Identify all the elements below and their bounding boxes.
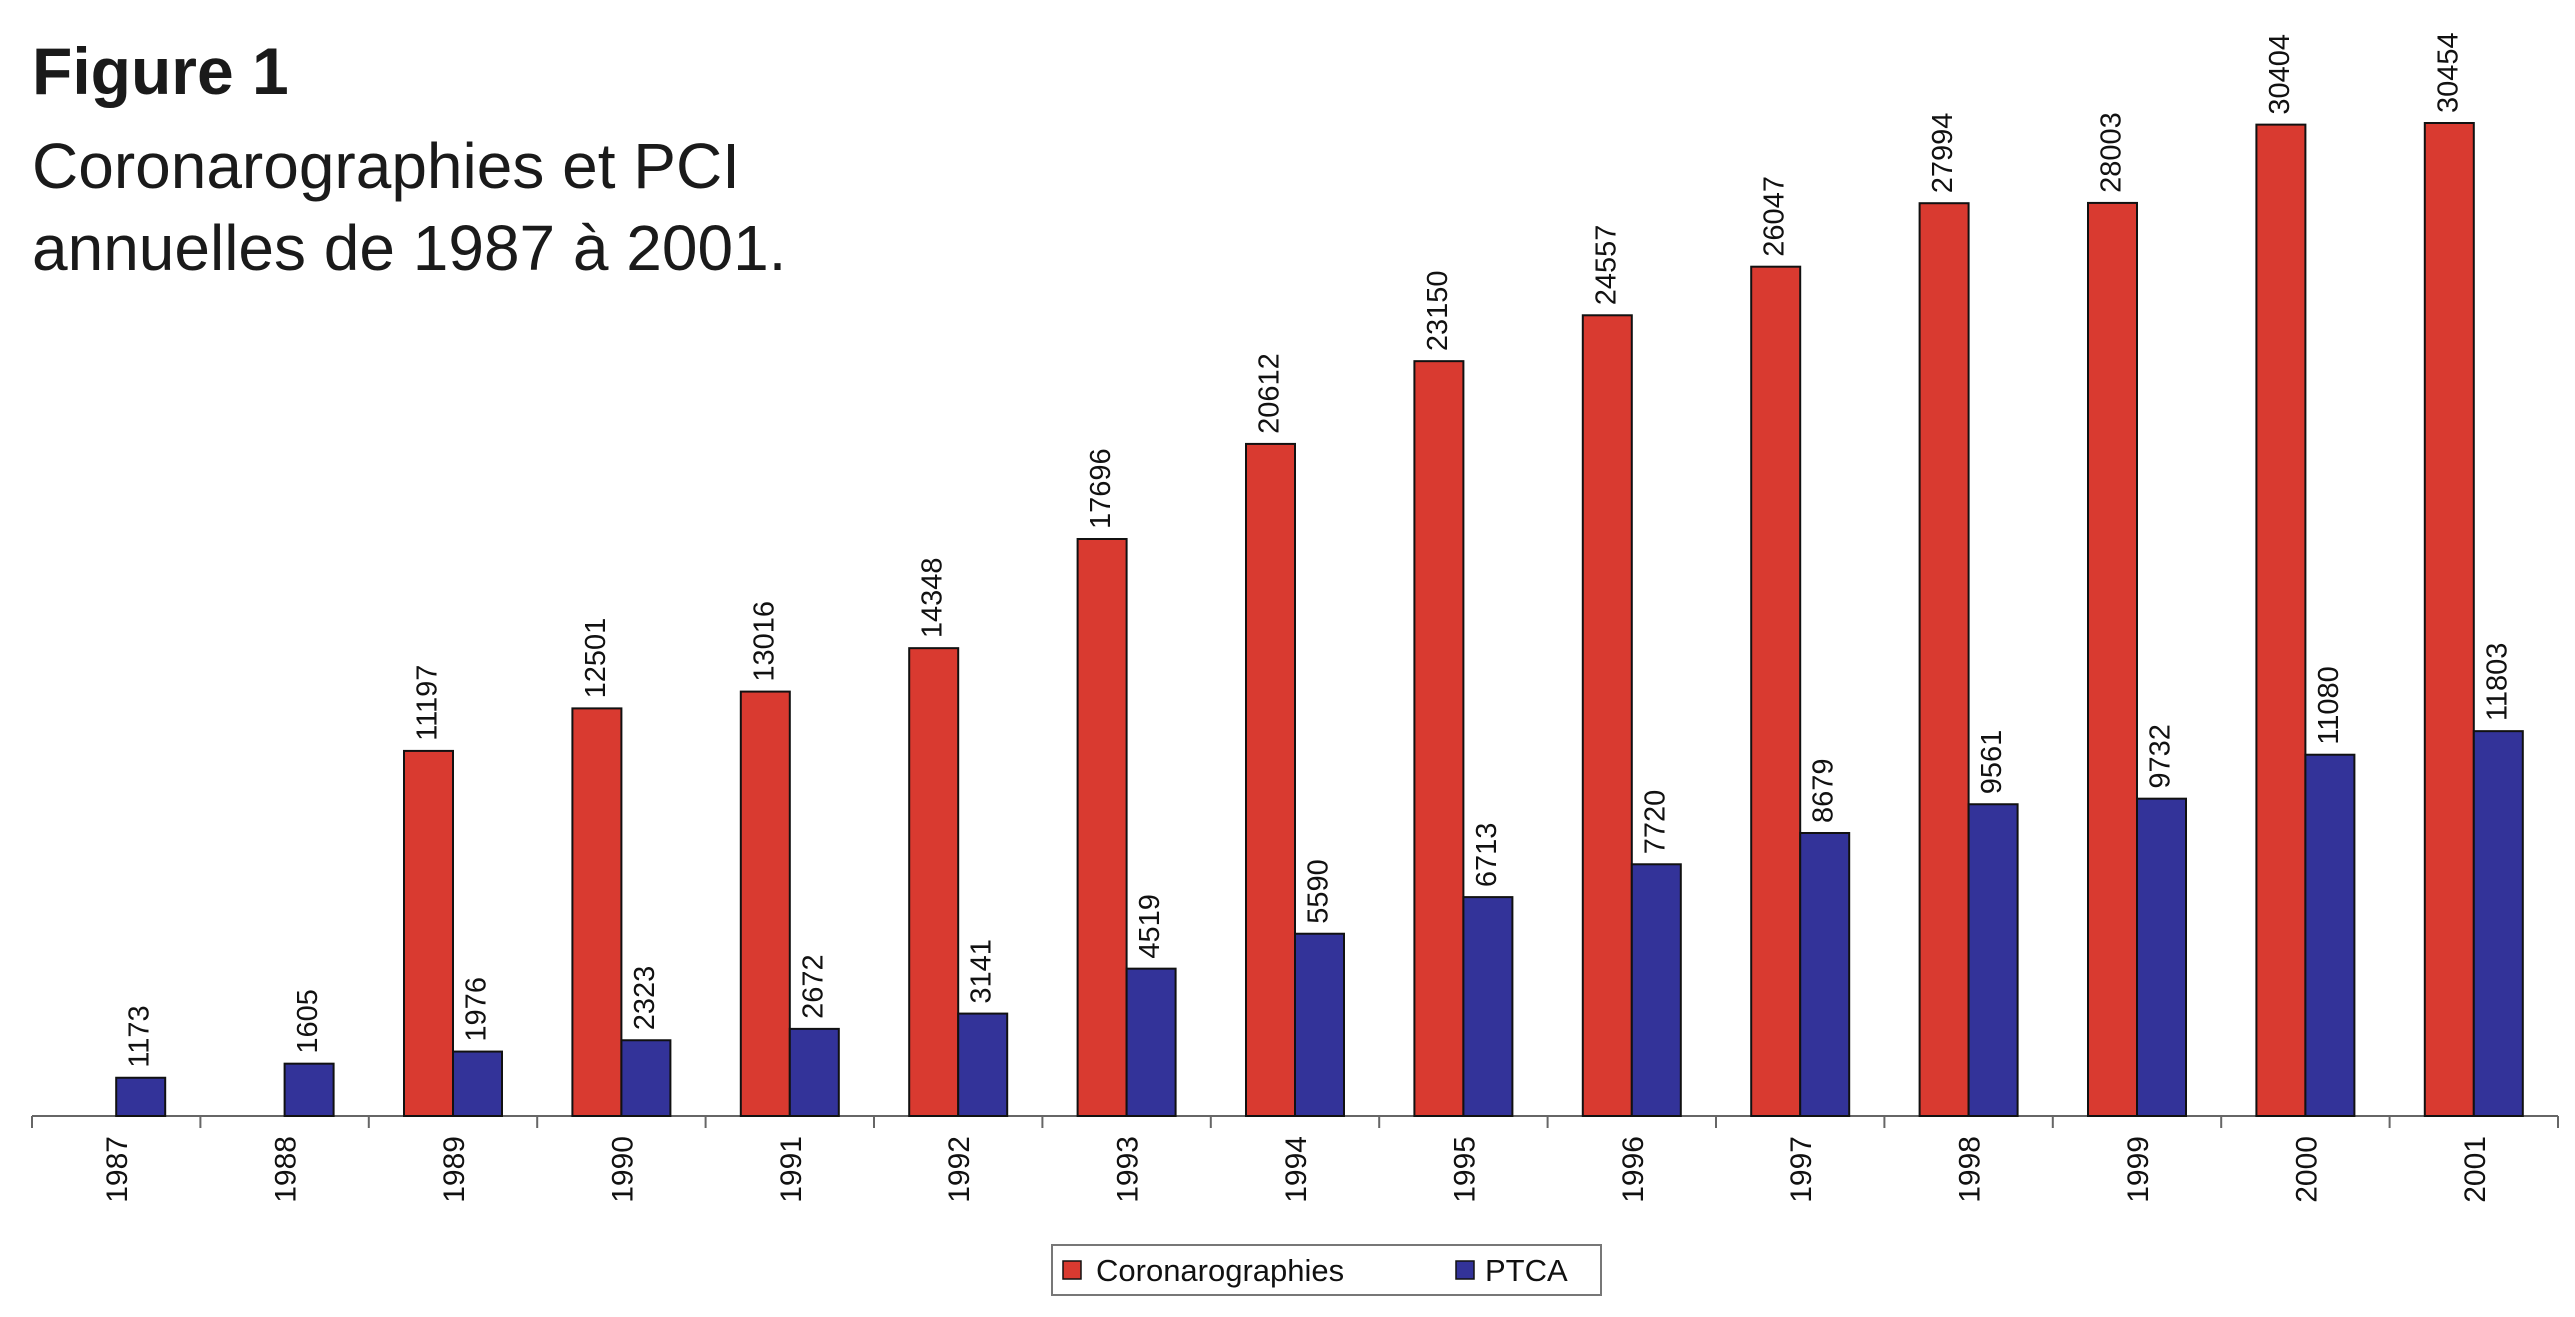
data-label-coronarographies-1996: 24557 bbox=[1590, 225, 1622, 306]
bar-ptca-1993 bbox=[1125, 967, 1177, 1118]
bar-coronarographies-1990 bbox=[571, 707, 623, 1117]
bar-coronarographies-1992 bbox=[908, 647, 960, 1117]
data-label-coronarographies-1999: 28003 bbox=[2096, 112, 2128, 193]
bar-ptca-1987 bbox=[115, 1076, 167, 1118]
data-label-ptca-1988: 1605 bbox=[292, 989, 324, 1054]
data-label-coronarographies-1994: 20612 bbox=[1254, 353, 1286, 434]
axis-layer bbox=[31, 1115, 2559, 1128]
data-label-ptca-1996: 7720 bbox=[1639, 790, 1671, 855]
data-label-ptca-1989: 1976 bbox=[461, 977, 493, 1042]
bar-ptca-1994 bbox=[1294, 932, 1345, 1118]
data-label-ptca-1999: 9732 bbox=[2145, 724, 2177, 789]
data-label-coronarographies-1989: 11197 bbox=[412, 665, 444, 741]
data-label-ptca-1991: 2672 bbox=[797, 954, 829, 1019]
data-label-ptca-2000: 11080 bbox=[2313, 666, 2345, 745]
x-tick-label-1990: 1990 bbox=[606, 1136, 639, 1203]
figure-label: Figure 1 bbox=[32, 34, 289, 108]
bar-ptca-2001 bbox=[2472, 730, 2524, 1117]
legend-swatch-coronarographies bbox=[1062, 1260, 1082, 1280]
x-tick-label-1994: 1994 bbox=[1280, 1136, 1313, 1203]
bar-ptca-1988 bbox=[283, 1062, 335, 1118]
legend-label-ptca: PTCA bbox=[1485, 1253, 1568, 1288]
data-label-coronarographies-1990: 12501 bbox=[580, 618, 612, 699]
x-tick-label-1999: 1999 bbox=[2122, 1136, 2155, 1203]
x-tick-label-1996: 1996 bbox=[1617, 1136, 1650, 1203]
bar-coronarographies-1995 bbox=[1413, 360, 1465, 1117]
data-label-coronarographies-2000: 30404 bbox=[2264, 34, 2296, 115]
data-label-coronarographies-1997: 26047 bbox=[1759, 176, 1791, 257]
bar-coronarographies-1989 bbox=[403, 749, 454, 1117]
data-label-ptca-1994: 5590 bbox=[1303, 859, 1335, 924]
x-tick-label-1998: 1998 bbox=[1954, 1136, 1987, 1203]
x-tick-label-1989: 1989 bbox=[438, 1136, 471, 1203]
data-label-ptca-1995: 6713 bbox=[1471, 823, 1503, 888]
data-label-ptca-1992: 3141 bbox=[966, 939, 998, 1004]
x-tick-label-1995: 1995 bbox=[1448, 1136, 1481, 1203]
x-tick-label-1987: 1987 bbox=[101, 1136, 134, 1203]
bar-ptca-1999 bbox=[2136, 797, 2187, 1118]
data-label-coronarographies-1998: 27994 bbox=[1927, 113, 1959, 194]
bar-coronarographies-1993 bbox=[1076, 537, 1128, 1117]
data-label-ptca-1993: 4519 bbox=[1134, 894, 1166, 959]
data-label-coronarographies-1992: 14348 bbox=[917, 558, 949, 639]
data-label-ptca-1998: 9561 bbox=[1976, 730, 2008, 795]
bar-ptca-1990 bbox=[620, 1039, 672, 1118]
legend-box bbox=[1051, 1244, 1602, 1296]
tick-labels-layer: 1987 1988 1989 1990 1991 1992 1993 1994 1995 1996… bbox=[101, 1136, 2492, 1203]
bar-ptca-2000 bbox=[2304, 753, 2356, 1117]
x-tick-label-1992: 1992 bbox=[943, 1136, 976, 1203]
bar-ptca-1998 bbox=[1967, 803, 2019, 1117]
bar-coronarographies-1994 bbox=[1245, 442, 1296, 1117]
bar-coronarographies-1998 bbox=[1918, 202, 1970, 1118]
bar-ptca-1989 bbox=[452, 1050, 503, 1118]
bar-ptca-1992 bbox=[957, 1012, 1009, 1118]
data-labels-layer: 1173 1605 11197 1976 12501 2323 13016 2672 14348… bbox=[124, 32, 2514, 1067]
data-label-ptca-1987: 1173 bbox=[124, 1005, 156, 1067]
bar-coronarographies-1999 bbox=[2087, 201, 2138, 1118]
data-label-ptca-1990: 2323 bbox=[629, 966, 661, 1031]
x-tick-label-2001: 2001 bbox=[2459, 1136, 2492, 1203]
bar-ptca-1997 bbox=[1799, 832, 1851, 1117]
x-tick-label-2000: 2000 bbox=[2290, 1136, 2323, 1203]
data-label-ptca-1997: 8679 bbox=[1808, 758, 1840, 823]
data-label-coronarographies-2001: 30454 bbox=[2432, 32, 2464, 113]
legend: Coronarographies PTCA bbox=[1051, 1244, 1602, 1296]
data-label-coronarographies-1995: 23150 bbox=[1422, 271, 1454, 352]
bar-coronarographies-1996 bbox=[1581, 314, 1633, 1118]
x-tick-label-1997: 1997 bbox=[1785, 1136, 1818, 1203]
x-tick-label-1993: 1993 bbox=[1112, 1136, 1145, 1203]
legend-label-coronarographies: Coronarographies bbox=[1096, 1253, 1344, 1288]
figure-caption: Coronarographies et PCI annuelles de 198… bbox=[32, 130, 787, 284]
bar-coronarographies-2000 bbox=[2255, 123, 2307, 1118]
bars-layer bbox=[115, 122, 2524, 1118]
legend-swatch-ptca bbox=[1455, 1260, 1475, 1280]
bar-ptca-1996 bbox=[1630, 863, 1682, 1117]
bar-ptca-1991 bbox=[788, 1027, 840, 1117]
data-label-coronarographies-1991: 13016 bbox=[748, 601, 780, 682]
data-label-coronarographies-1993: 17696 bbox=[1085, 448, 1117, 529]
bar-coronarographies-1997 bbox=[1750, 265, 1802, 1117]
bar-coronarographies-1991 bbox=[739, 690, 791, 1117]
bar-coronarographies-2001 bbox=[2423, 122, 2475, 1117]
x-tick-label-1988: 1988 bbox=[270, 1136, 303, 1203]
bar-ptca-1995 bbox=[1462, 896, 1514, 1117]
data-label-ptca-2001: 11803 bbox=[2481, 643, 2513, 722]
x-tick-label-1991: 1991 bbox=[775, 1136, 808, 1203]
